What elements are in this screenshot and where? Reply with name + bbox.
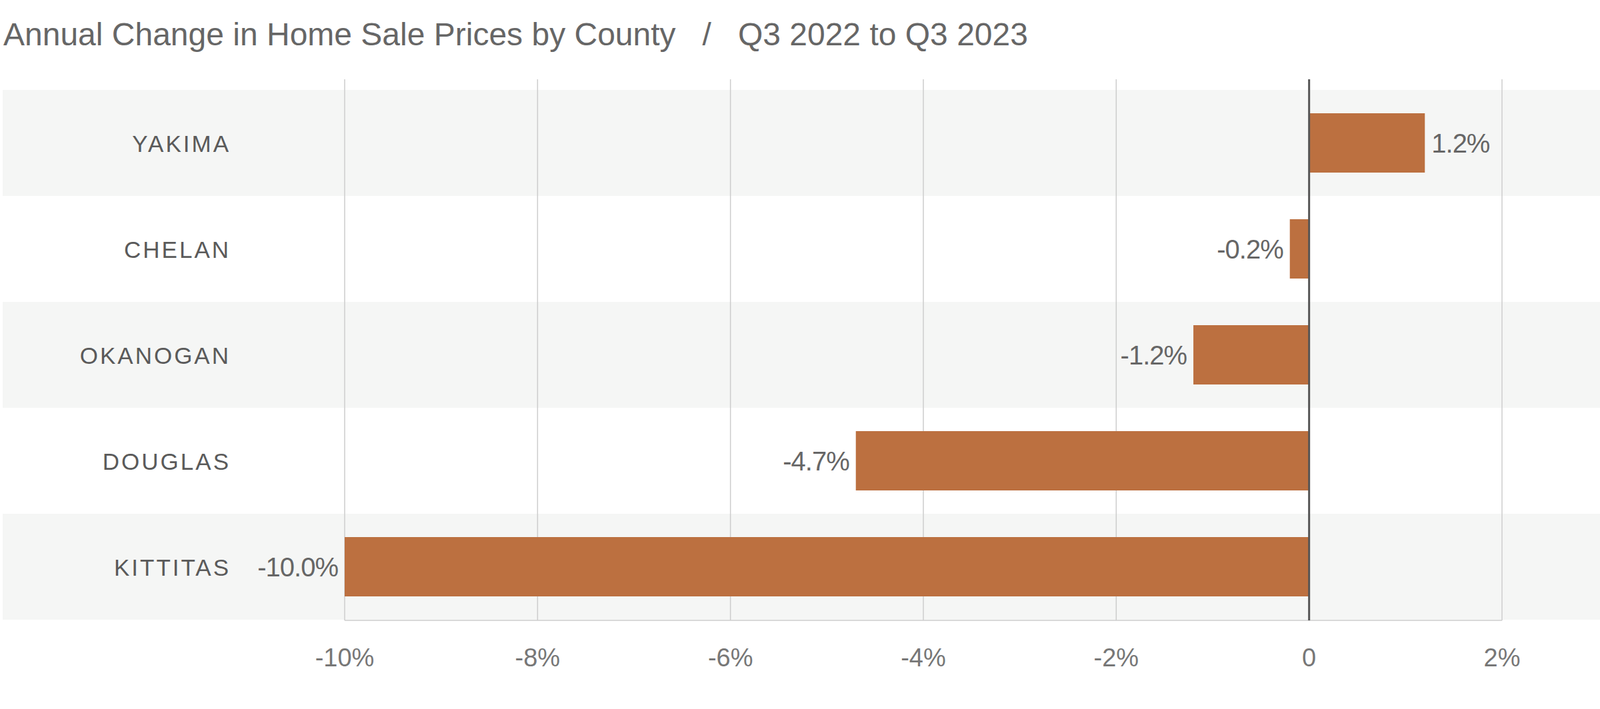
bar xyxy=(1309,113,1426,173)
row-band xyxy=(2,514,1600,620)
x-tick-labels: -10% -8% -6% -4% -2% 0 2% xyxy=(315,644,1521,672)
category-labels: YAKIMA CHELAN OKANOGAN DOUGLAS KITTITAS xyxy=(80,130,231,581)
title: Annual Change in Home Sale Prices by Cou… xyxy=(3,16,1028,52)
chart-svg: Annual Change in Home Sale Prices by Cou… xyxy=(0,0,1600,709)
category-label: YAKIMA xyxy=(132,130,231,157)
bar xyxy=(856,431,1310,491)
bars xyxy=(344,113,1425,597)
x-tick-label: -8% xyxy=(515,644,561,672)
x-tick-label: 2% xyxy=(1484,644,1521,672)
data-label: 1.2% xyxy=(1431,128,1490,158)
grid-line xyxy=(1501,79,1503,621)
bar xyxy=(1290,219,1310,279)
data-label: -0.2% xyxy=(1216,234,1284,264)
x-tick-label: -2% xyxy=(1094,644,1140,672)
chart-container: Annual Change in Home Sale Prices by Cou… xyxy=(0,0,1600,709)
data-label: -1.2% xyxy=(1120,340,1188,370)
category-label: KITTITAS xyxy=(114,554,231,581)
row-bands xyxy=(2,90,1600,620)
data-label: -4.7% xyxy=(782,446,850,476)
row-band xyxy=(2,90,1600,196)
row-band xyxy=(2,302,1600,408)
bar xyxy=(344,537,1310,597)
zero-line xyxy=(1308,79,1310,621)
x-tick-label: -6% xyxy=(708,644,754,672)
grid xyxy=(344,79,1502,621)
data-label: -10.0% xyxy=(257,552,338,582)
x-axis-line xyxy=(344,620,1502,622)
x-tick-label: 0 xyxy=(1302,644,1316,672)
category-label: DOUGLAS xyxy=(102,448,231,475)
x-tick-label: -4% xyxy=(900,644,946,672)
category-label: OKANOGAN xyxy=(80,342,231,369)
category-label: CHELAN xyxy=(124,236,231,263)
bar xyxy=(1193,325,1310,385)
x-tick-label: -10% xyxy=(315,644,375,672)
data-labels: 1.2% -0.2% -1.2% -4.7% -10.0% xyxy=(257,128,1490,582)
